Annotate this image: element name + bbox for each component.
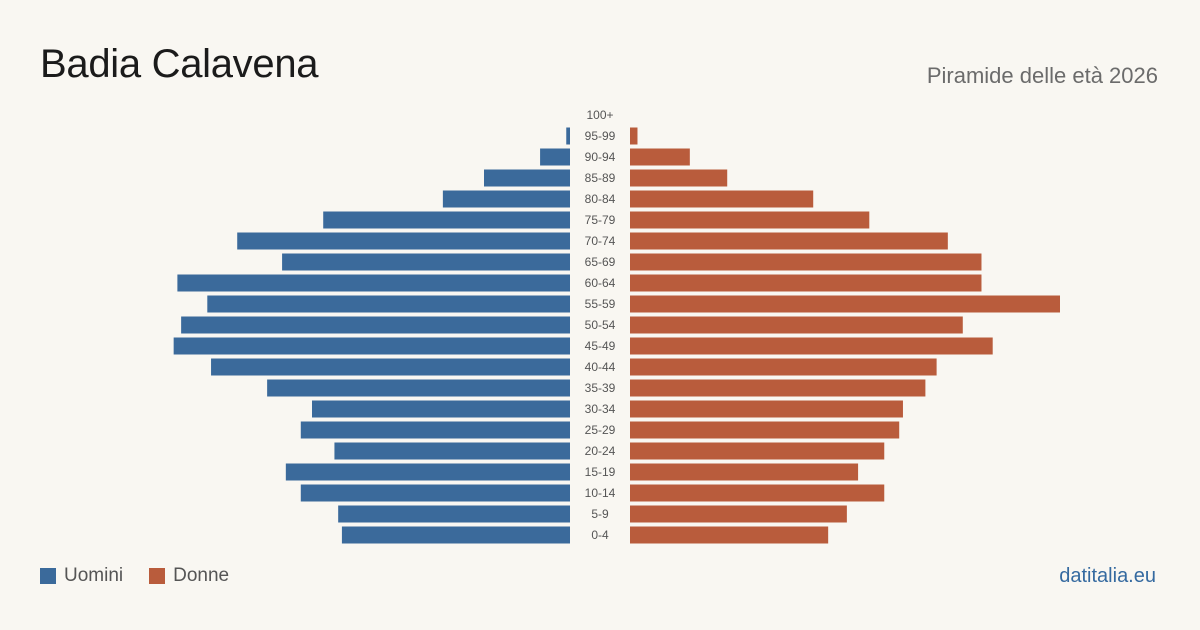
age-label-25-29: 25-29 — [585, 423, 616, 437]
bar-women-85-89 — [630, 169, 728, 187]
bar-men-70-74 — [237, 232, 570, 250]
bar-men-85-89 — [484, 169, 570, 187]
bar-men-15-19 — [285, 463, 570, 481]
age-label-45-49: 45-49 — [585, 339, 616, 353]
bar-women-30-34 — [630, 400, 903, 418]
bar-women-50-54 — [630, 316, 963, 334]
bar-men-40-44 — [211, 358, 571, 376]
age-label-30-34: 30-34 — [585, 402, 616, 416]
bar-women-95-99 — [630, 127, 638, 145]
legend-swatch-men — [40, 568, 56, 584]
age-label-70-74: 70-74 — [585, 234, 616, 248]
bar-men-65-69 — [282, 253, 570, 271]
bar-women-45-49 — [630, 337, 993, 355]
bar-men-80-84 — [442, 190, 570, 208]
age-label-20-24: 20-24 — [585, 444, 616, 458]
brand-link[interactable]: datitalia.eu — [1059, 565, 1156, 587]
age-label-50-54: 50-54 — [585, 318, 616, 332]
bar-men-30-34 — [312, 400, 570, 418]
bar-women-55-59 — [630, 295, 1060, 313]
bar-women-40-44 — [630, 358, 937, 376]
age-label-95-99: 95-99 — [585, 129, 616, 143]
age-label-15-19: 15-19 — [585, 465, 616, 479]
bar-women-5-9 — [630, 505, 847, 523]
bar-women-35-39 — [630, 379, 926, 397]
bar-men-50-54 — [181, 316, 570, 334]
age-label-10-14: 10-14 — [585, 486, 616, 500]
age-label-85-89: 85-89 — [585, 171, 616, 185]
age-label-5-9: 5-9 — [591, 507, 609, 521]
legend-label-women: Donne — [173, 565, 230, 586]
legend: Uomini Donne — [40, 565, 255, 587]
age-label-55-59: 55-59 — [585, 297, 616, 311]
bar-women-20-24 — [630, 442, 885, 460]
bar-men-0-4 — [341, 526, 570, 544]
legend-item-men: Uomini — [40, 565, 123, 587]
age-label-65-69: 65-69 — [585, 255, 616, 269]
bar-men-10-14 — [300, 484, 570, 502]
bar-men-45-49 — [173, 337, 571, 355]
age-label-100plus: 100+ — [586, 108, 613, 122]
bar-women-25-29 — [630, 421, 900, 439]
bar-women-10-14 — [630, 484, 885, 502]
legend-label-men: Uomini — [64, 565, 124, 586]
bar-women-90-94 — [630, 148, 690, 166]
bar-women-60-64 — [630, 274, 982, 292]
bar-men-25-29 — [300, 421, 570, 439]
legend-swatch-women — [149, 568, 166, 584]
age-label-60-64: 60-64 — [585, 276, 616, 290]
bar-men-90-94 — [540, 148, 570, 166]
age-label-80-84: 80-84 — [585, 192, 616, 206]
age-label-90-94: 90-94 — [585, 150, 616, 164]
bar-women-15-19 — [630, 463, 859, 481]
bar-women-70-74 — [630, 232, 948, 250]
bar-men-35-39 — [267, 379, 570, 397]
chart-subtitle: Piramide delle età 2026 — [926, 63, 1158, 88]
age-label-35-39: 35-39 — [585, 381, 616, 395]
bar-men-55-59 — [207, 295, 570, 313]
bar-men-20-24 — [334, 442, 570, 460]
bar-men-75-79 — [323, 211, 570, 229]
age-label-40-44: 40-44 — [585, 360, 616, 374]
bar-women-65-69 — [630, 253, 982, 271]
age-label-0-4: 0-4 — [591, 528, 609, 542]
legend-item-women: Donne — [149, 565, 229, 587]
bar-women-75-79 — [630, 211, 870, 229]
bar-men-95-99 — [566, 127, 570, 145]
age-label-75-79: 75-79 — [585, 213, 616, 227]
chart-title: Badia Calavena — [40, 42, 319, 86]
bar-women-0-4 — [630, 526, 829, 544]
bar-men-60-64 — [177, 274, 571, 292]
bar-women-80-84 — [630, 190, 814, 208]
bar-men-5-9 — [338, 505, 570, 523]
